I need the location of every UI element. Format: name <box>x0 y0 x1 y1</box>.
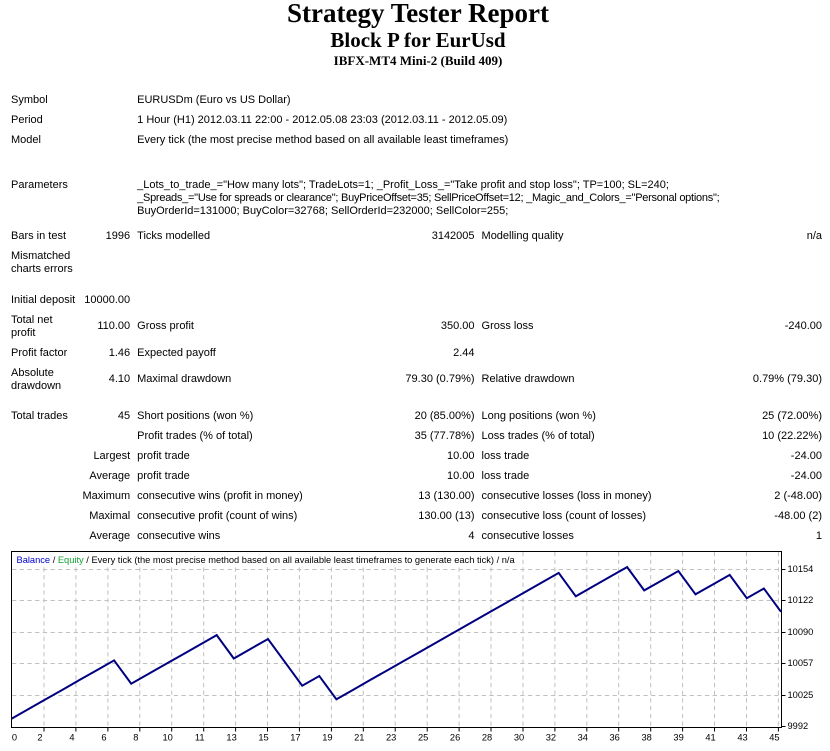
svg-text:45: 45 <box>769 732 779 742</box>
svg-text:43: 43 <box>737 732 747 742</box>
svg-text:39: 39 <box>673 732 683 742</box>
svg-text:11: 11 <box>195 732 205 742</box>
svg-text:0: 0 <box>12 732 17 742</box>
svg-text:21: 21 <box>354 732 364 742</box>
svg-text:32: 32 <box>546 732 556 742</box>
svg-text:9992: 9992 <box>788 721 809 731</box>
svg-text:34: 34 <box>578 732 588 742</box>
svg-text:10025: 10025 <box>788 690 814 700</box>
svg-text:17: 17 <box>290 732 300 742</box>
svg-text:19: 19 <box>322 732 332 742</box>
svg-text:13: 13 <box>226 732 236 742</box>
svg-text:30: 30 <box>514 732 524 742</box>
svg-text:Balance / Equity / Every tick: Balance / Equity / Every tick (the most … <box>17 555 516 565</box>
svg-text:10057: 10057 <box>788 658 814 668</box>
svg-text:26: 26 <box>450 732 460 742</box>
svg-text:10090: 10090 <box>788 627 814 637</box>
svg-text:23: 23 <box>386 732 396 742</box>
svg-text:36: 36 <box>610 732 620 742</box>
svg-text:6: 6 <box>101 732 106 742</box>
svg-text:4: 4 <box>69 732 74 742</box>
svg-text:25: 25 <box>418 732 428 742</box>
svg-text:8: 8 <box>133 732 138 742</box>
svg-text:38: 38 <box>642 732 652 742</box>
svg-text:10122: 10122 <box>788 595 814 605</box>
svg-text:28: 28 <box>482 732 492 742</box>
svg-text:41: 41 <box>705 732 715 742</box>
svg-text:2: 2 <box>37 732 42 742</box>
svg-text:15: 15 <box>258 732 268 742</box>
svg-text:10: 10 <box>163 732 173 742</box>
svg-text:10154: 10154 <box>788 564 814 574</box>
